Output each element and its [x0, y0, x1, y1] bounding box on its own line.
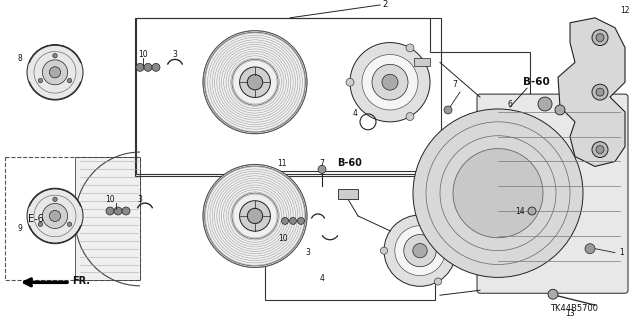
Text: 4: 4: [319, 274, 324, 283]
Circle shape: [247, 75, 262, 90]
Text: 9: 9: [17, 224, 22, 233]
Text: 8: 8: [18, 54, 22, 63]
Text: 4: 4: [353, 109, 357, 118]
Circle shape: [528, 207, 536, 215]
Text: 3: 3: [173, 50, 177, 59]
Circle shape: [203, 165, 307, 268]
Text: 10: 10: [278, 234, 288, 243]
Circle shape: [384, 215, 456, 286]
Circle shape: [52, 54, 57, 58]
Circle shape: [52, 197, 57, 202]
Circle shape: [152, 63, 160, 71]
Text: 11: 11: [277, 159, 287, 168]
Text: 7: 7: [319, 159, 324, 168]
Circle shape: [136, 63, 144, 71]
Circle shape: [49, 67, 61, 78]
Circle shape: [413, 243, 428, 258]
Text: B-60: B-60: [337, 159, 362, 168]
Bar: [414, 58, 430, 66]
Circle shape: [362, 55, 418, 110]
Circle shape: [453, 149, 543, 238]
Circle shape: [444, 106, 452, 114]
Circle shape: [346, 78, 354, 86]
Bar: [136, 18, 441, 174]
Circle shape: [282, 218, 289, 224]
Circle shape: [144, 63, 152, 71]
Text: 3: 3: [138, 195, 143, 204]
Text: 1: 1: [620, 248, 625, 257]
Circle shape: [404, 234, 436, 267]
Circle shape: [42, 60, 68, 85]
Bar: [5, 157, 140, 280]
Circle shape: [203, 31, 307, 134]
Text: E-6: E-6: [28, 214, 44, 224]
Text: 12: 12: [620, 6, 630, 15]
Circle shape: [592, 30, 608, 46]
Circle shape: [406, 44, 414, 52]
Circle shape: [555, 105, 565, 115]
Text: B-60: B-60: [523, 77, 549, 87]
Circle shape: [350, 43, 430, 122]
Text: 10: 10: [105, 195, 115, 204]
Circle shape: [38, 222, 43, 226]
Circle shape: [289, 218, 296, 224]
Polygon shape: [558, 18, 625, 167]
Circle shape: [380, 247, 388, 254]
Circle shape: [596, 34, 604, 41]
Text: 2: 2: [382, 0, 388, 10]
Circle shape: [592, 142, 608, 158]
Circle shape: [298, 218, 305, 224]
Circle shape: [27, 45, 83, 100]
Circle shape: [239, 67, 270, 98]
Circle shape: [114, 207, 122, 215]
Circle shape: [318, 166, 326, 173]
Circle shape: [38, 78, 43, 83]
Circle shape: [435, 216, 442, 223]
Circle shape: [106, 207, 114, 215]
Text: 7: 7: [452, 80, 458, 89]
Circle shape: [247, 208, 262, 224]
Circle shape: [395, 226, 445, 276]
Circle shape: [596, 88, 604, 96]
Circle shape: [42, 204, 68, 228]
Bar: [338, 189, 358, 199]
Text: 13: 13: [565, 308, 575, 317]
Circle shape: [406, 113, 414, 121]
Polygon shape: [75, 157, 140, 280]
Circle shape: [382, 74, 398, 90]
Circle shape: [596, 146, 604, 153]
Text: 10: 10: [138, 50, 148, 59]
Circle shape: [592, 84, 608, 100]
Circle shape: [67, 222, 72, 226]
Text: FR.: FR.: [72, 276, 90, 286]
Text: TK44B5700: TK44B5700: [550, 304, 598, 313]
Bar: [441, 229, 457, 237]
Circle shape: [372, 64, 408, 100]
Circle shape: [548, 289, 558, 299]
Bar: [265, 171, 435, 300]
Circle shape: [239, 201, 270, 231]
Circle shape: [585, 244, 595, 254]
Text: 6: 6: [508, 100, 513, 108]
Circle shape: [435, 278, 442, 285]
Circle shape: [538, 97, 552, 111]
Circle shape: [413, 109, 583, 278]
Circle shape: [27, 188, 83, 244]
Circle shape: [122, 207, 130, 215]
FancyBboxPatch shape: [477, 94, 628, 293]
Circle shape: [67, 78, 72, 83]
Text: 14: 14: [515, 206, 525, 216]
Text: 3: 3: [305, 248, 310, 257]
Circle shape: [49, 211, 61, 221]
